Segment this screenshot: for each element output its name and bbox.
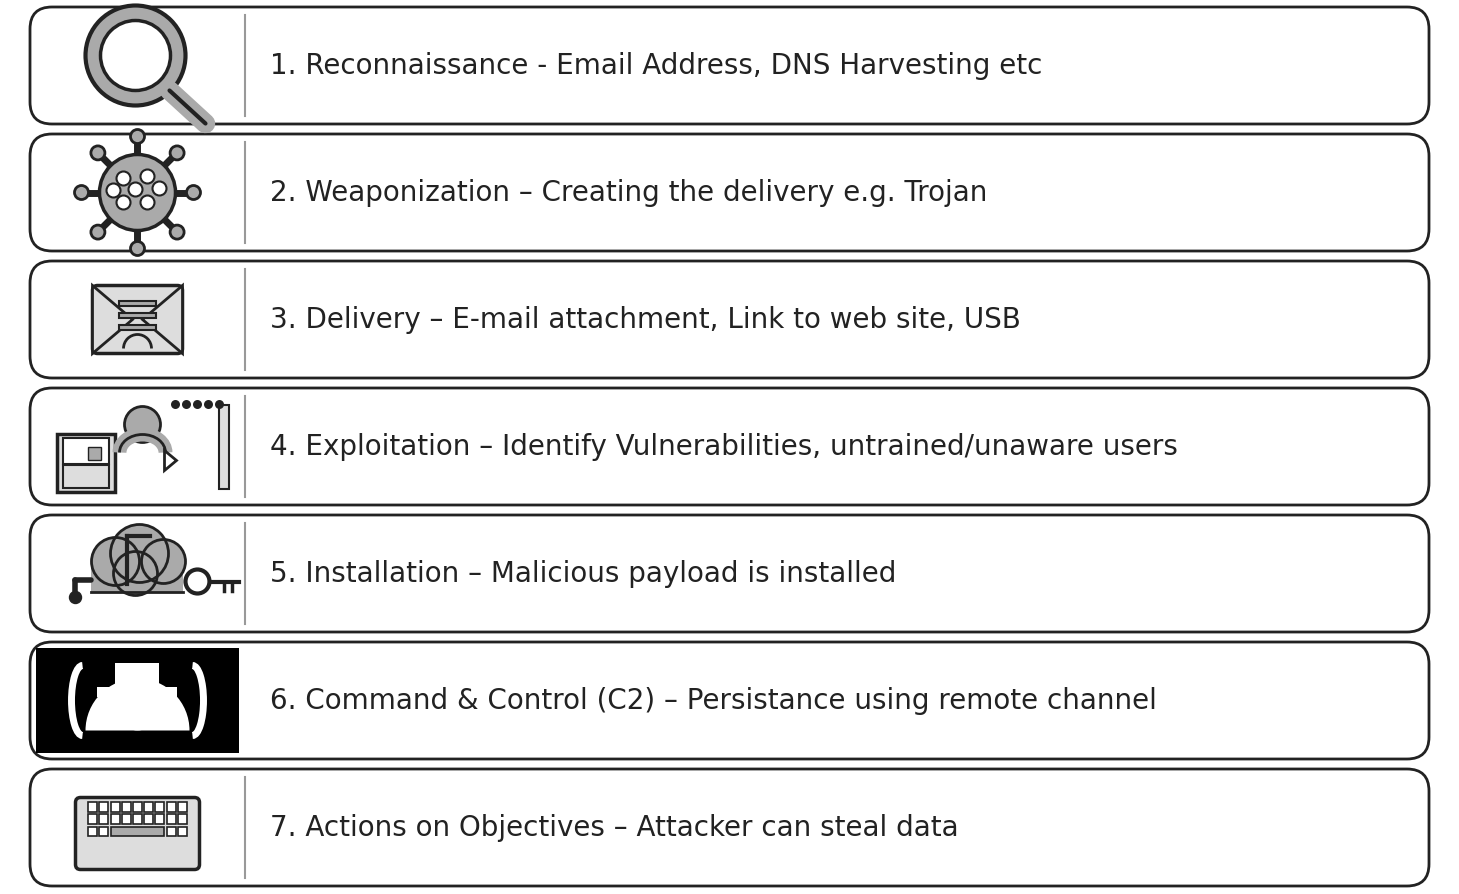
FancyBboxPatch shape [111, 802, 120, 812]
FancyBboxPatch shape [31, 516, 1428, 632]
FancyBboxPatch shape [31, 8, 1428, 125]
FancyBboxPatch shape [88, 802, 98, 812]
Circle shape [142, 540, 185, 584]
Circle shape [187, 186, 200, 200]
Text: 1. Reconnaissance - Email Address, DNS Harvesting etc: 1. Reconnaissance - Email Address, DNS H… [270, 53, 1042, 80]
FancyBboxPatch shape [156, 814, 165, 824]
FancyBboxPatch shape [120, 314, 156, 319]
FancyBboxPatch shape [178, 827, 187, 836]
FancyBboxPatch shape [31, 262, 1428, 378]
FancyBboxPatch shape [178, 814, 187, 824]
Polygon shape [92, 286, 133, 354]
Circle shape [214, 401, 225, 409]
Circle shape [118, 691, 158, 730]
Circle shape [193, 401, 201, 409]
FancyBboxPatch shape [166, 802, 175, 812]
FancyBboxPatch shape [144, 802, 153, 812]
Text: 7. Actions on Objectives – Attacker can steal data: 7. Actions on Objectives – Attacker can … [270, 814, 959, 841]
FancyBboxPatch shape [121, 802, 131, 812]
Circle shape [171, 147, 184, 161]
FancyBboxPatch shape [99, 814, 108, 824]
FancyBboxPatch shape [98, 687, 178, 696]
FancyBboxPatch shape [31, 642, 1428, 759]
Circle shape [86, 6, 185, 106]
Circle shape [140, 197, 155, 210]
FancyBboxPatch shape [156, 802, 165, 812]
FancyBboxPatch shape [64, 466, 109, 488]
Circle shape [114, 552, 158, 595]
FancyBboxPatch shape [88, 447, 101, 460]
Text: 5. Installation – Malicious payload is installed: 5. Installation – Malicious payload is i… [270, 560, 896, 588]
FancyBboxPatch shape [36, 648, 239, 753]
Polygon shape [143, 286, 182, 354]
Circle shape [171, 226, 184, 240]
FancyBboxPatch shape [178, 802, 187, 812]
Circle shape [204, 401, 213, 409]
FancyBboxPatch shape [57, 434, 115, 492]
Circle shape [171, 401, 179, 409]
FancyBboxPatch shape [31, 769, 1428, 886]
FancyBboxPatch shape [120, 325, 156, 331]
Circle shape [70, 592, 82, 603]
Circle shape [130, 131, 144, 144]
FancyBboxPatch shape [88, 814, 98, 824]
Circle shape [92, 538, 140, 586]
Text: 4. Exploitation – Identify Vulnerabilities, untrained/unaware users: 4. Exploitation – Identify Vulnerabiliti… [270, 433, 1177, 461]
FancyBboxPatch shape [31, 389, 1428, 505]
Circle shape [90, 147, 105, 161]
FancyBboxPatch shape [115, 662, 159, 693]
FancyBboxPatch shape [133, 814, 142, 824]
Wedge shape [86, 679, 190, 730]
Circle shape [140, 171, 155, 184]
Circle shape [182, 401, 191, 409]
FancyBboxPatch shape [121, 814, 131, 824]
FancyBboxPatch shape [92, 566, 184, 592]
Circle shape [117, 173, 130, 186]
FancyBboxPatch shape [76, 797, 200, 870]
FancyBboxPatch shape [133, 802, 142, 812]
FancyBboxPatch shape [31, 135, 1428, 252]
Circle shape [99, 156, 175, 232]
FancyBboxPatch shape [99, 827, 108, 836]
Text: 2. Weaponization – Creating the delivery e.g. Trojan: 2. Weaponization – Creating the delivery… [270, 180, 988, 207]
Polygon shape [165, 451, 177, 471]
Circle shape [124, 407, 160, 443]
FancyBboxPatch shape [111, 827, 165, 836]
Circle shape [101, 21, 171, 91]
FancyBboxPatch shape [166, 827, 175, 836]
Text: 6. Command & Control (C2) – Persistance using remote channel: 6. Command & Control (C2) – Persistance … [270, 687, 1157, 714]
Circle shape [90, 226, 105, 240]
Circle shape [153, 182, 166, 197]
FancyBboxPatch shape [144, 814, 153, 824]
FancyBboxPatch shape [99, 802, 108, 812]
Circle shape [74, 186, 89, 200]
FancyBboxPatch shape [166, 814, 175, 824]
FancyBboxPatch shape [219, 405, 229, 489]
FancyBboxPatch shape [111, 814, 120, 824]
FancyBboxPatch shape [64, 439, 109, 464]
Text: 3. Delivery – E-mail attachment, Link to web site, USB: 3. Delivery – E-mail attachment, Link to… [270, 306, 1021, 334]
Circle shape [128, 183, 143, 198]
Circle shape [117, 197, 130, 210]
FancyBboxPatch shape [92, 286, 182, 354]
Circle shape [107, 184, 121, 198]
Circle shape [111, 525, 168, 583]
Circle shape [130, 242, 144, 257]
FancyBboxPatch shape [120, 301, 156, 307]
FancyBboxPatch shape [88, 827, 98, 836]
